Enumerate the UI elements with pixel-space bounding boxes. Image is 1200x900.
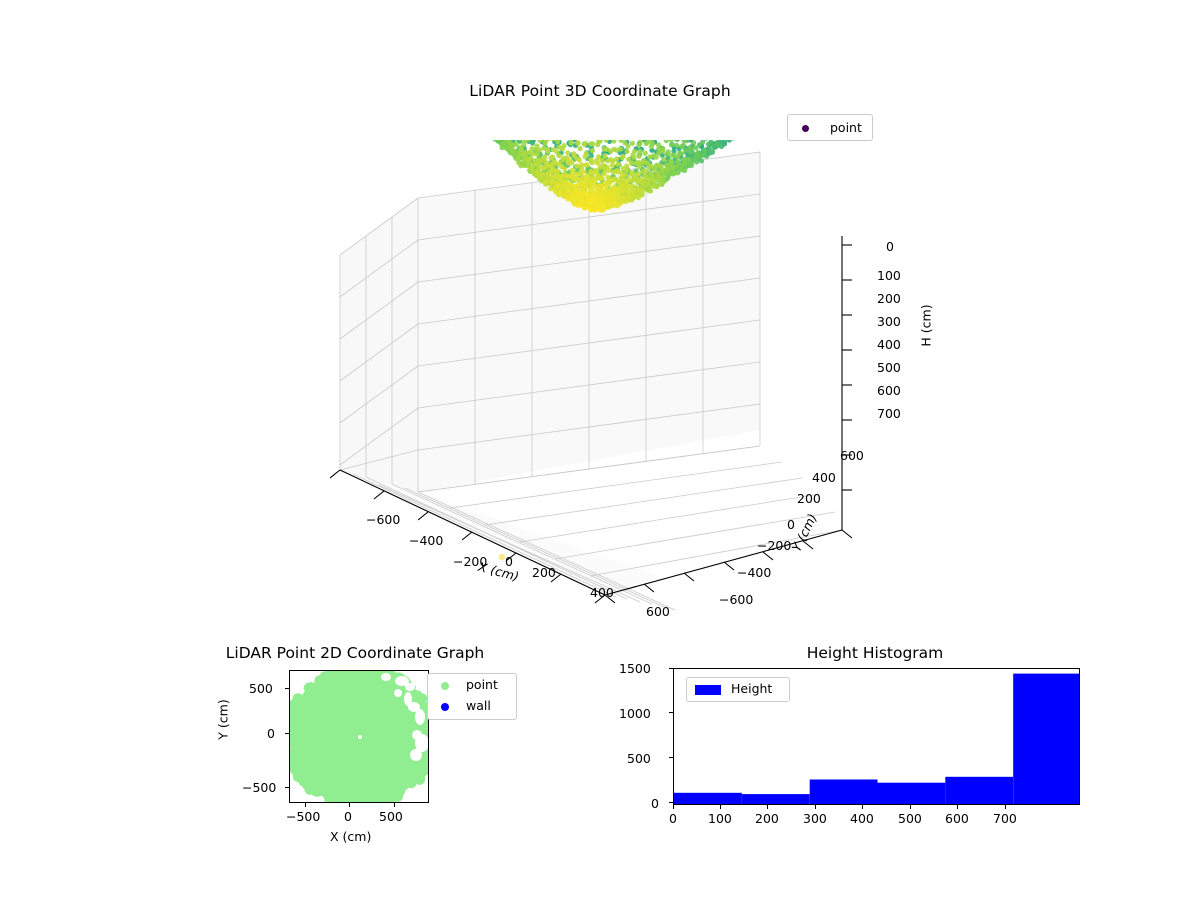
plot3d-ztick-3: 300 — [877, 314, 901, 329]
hist-xtick-0: 0 — [669, 811, 677, 826]
legend-label-wall: wall — [466, 698, 491, 713]
hist-xtick-2: 200 — [755, 811, 779, 826]
histogram-title: Height Histogram — [806, 644, 944, 662]
legend-row-point[interactable]: point — [428, 676, 516, 697]
plot3d-title: LiDAR Point 3D Coordinate Graph — [469, 82, 731, 100]
legend-marker-wall-icon — [441, 703, 449, 711]
histogram-bars — [674, 673, 1079, 804]
plot3d-gridlines — [339, 151, 843, 611]
hist-ytickmark-2 — [669, 712, 673, 714]
plot3d-ztick-6: 600 — [877, 383, 901, 398]
plot2d-legend[interactable]: point wall — [427, 673, 517, 720]
plot2d-ytickmark-2 — [285, 787, 289, 789]
plot2d-xtickmark-0 — [305, 803, 307, 807]
legend-label-point: point — [830, 120, 862, 135]
plot3d-xtick-5: 400 — [590, 585, 614, 600]
hist-ytickmark-3 — [669, 668, 673, 670]
hist-xtickmark-0 — [673, 805, 675, 809]
histogram-canvas — [674, 673, 1079, 804]
plot3d-ztick-1: 100 — [877, 268, 901, 283]
plot3d-ytick-0: −600 — [719, 592, 754, 607]
plot3d-ytick-1: −400 — [737, 565, 772, 580]
hist-xtickmark-3 — [815, 805, 817, 809]
plot2d-ytick-0: 500 — [249, 681, 273, 696]
plot2d-xtickmark-1 — [349, 803, 351, 807]
hist-ytick-1: 500 — [627, 751, 651, 766]
plot2d-xtick-0: −500 — [286, 809, 321, 824]
hist-xtickmark-2 — [767, 805, 769, 809]
plot3d-ytick-4: 200 — [797, 491, 821, 506]
plot3d-ztick-2: 200 — [877, 291, 901, 306]
plot3d-axes[interactable] — [330, 140, 890, 640]
hist-xtickmark-5 — [910, 805, 912, 809]
plot3d-xtick-4: 200 — [532, 565, 556, 580]
plot3d-ticks — [330, 244, 853, 604]
hist-xtick-3: 300 — [803, 811, 827, 826]
legend-marker-point-icon — [802, 125, 809, 132]
plot3d-ztick-0: 0 — [886, 239, 894, 254]
hist-ytickmark-0 — [669, 802, 673, 804]
hist-xtickmark-7 — [1005, 805, 1007, 809]
plot3d-canvas — [330, 140, 853, 611]
plot3d-xtick-3: 0 — [505, 554, 513, 569]
plot3d-ztick-5: 500 — [877, 360, 901, 375]
plot2d-ytick-1: 0 — [267, 726, 275, 741]
legend-swatch-height-icon — [695, 685, 721, 695]
plot2d-yaxis-label: Y (cm) — [215, 699, 231, 740]
plot2d-xtick-1: 0 — [344, 809, 352, 824]
plot2d-canvas — [290, 671, 428, 802]
legend-label-point: point — [466, 677, 498, 692]
hist-xtickmark-4 — [862, 805, 864, 809]
plot2d-ytickmark-0 — [285, 688, 289, 690]
plot2d-xtickmark-2 — [394, 803, 396, 807]
plot2d-axes[interactable] — [289, 670, 429, 803]
plot2d-title: LiDAR Point 2D Coordinate Graph — [225, 644, 485, 662]
plot3d-zaxis-label: H (cm) — [918, 304, 934, 347]
plot3d-xtick-0: −600 — [366, 512, 401, 527]
plot3d-ztick-7: 700 — [877, 406, 901, 421]
plot2d-ytickmark-1 — [285, 733, 289, 735]
histogram-legend[interactable]: Height — [686, 677, 790, 702]
plot3d-xtick-6: 600 — [646, 604, 670, 619]
plot3d-ztick-4: 400 — [877, 337, 901, 352]
hist-ytick-3: 1500 — [619, 661, 651, 676]
plot3d-ytick-5: 400 — [812, 470, 836, 485]
plot2d-xtick-2: 500 — [379, 809, 403, 824]
plot2d-xaxis-label: X (cm) — [330, 829, 372, 844]
legend-row-wall[interactable]: wall — [428, 697, 516, 718]
legend-marker-point-icon — [441, 682, 449, 690]
hist-ytickmark-1 — [669, 757, 673, 759]
hist-xtick-1: 100 — [708, 811, 732, 826]
plot3d-panes — [340, 152, 760, 595]
hist-xtickmark-6 — [957, 805, 959, 809]
plot3d-xtick-1: −400 — [409, 533, 444, 548]
hist-xtick-7: 700 — [993, 811, 1017, 826]
plot3d-legend[interactable]: point — [787, 114, 873, 141]
plot3d-ytick-3: 0 — [787, 517, 795, 532]
hist-ytick-0: 0 — [651, 796, 659, 811]
hist-xtick-4: 400 — [850, 811, 874, 826]
plot3d-ytick-6: 600 — [840, 448, 864, 463]
hist-xtick-5: 500 — [898, 811, 922, 826]
hist-xtickmark-1 — [720, 805, 722, 809]
plot2d-ytick-2: −500 — [242, 780, 277, 795]
plot2d-point-cloud — [290, 671, 428, 802]
hist-ytick-2: 1000 — [619, 706, 651, 721]
plot3d-ytick-2: −200 — [757, 538, 792, 553]
legend-label-height: Height — [731, 681, 773, 696]
plot3d-xtick-2: −200 — [453, 554, 488, 569]
plot3d-point-cloud — [492, 140, 735, 561]
hist-xtick-6: 600 — [945, 811, 969, 826]
